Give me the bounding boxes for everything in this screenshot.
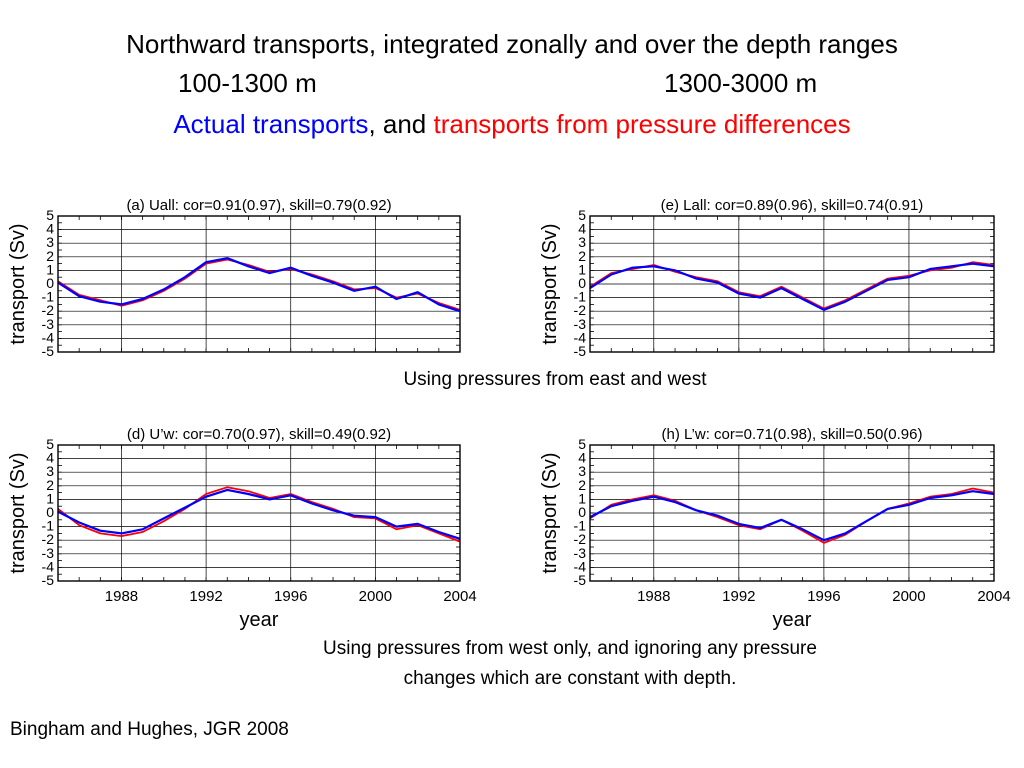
y-tick-label: -5 [42,343,55,359]
x-tick-label: 1988 [105,588,138,605]
y-axis-label: transport (Sv) [539,223,561,344]
y-tick-label: 1 [46,490,54,506]
series-line-blue [589,490,995,542]
legend-pressure-text: transports from pressure differences [433,109,851,139]
y-tick-label: 3 [46,234,54,250]
plot-frame [589,444,995,582]
y-tick-label: -1 [42,289,55,305]
y-tick-label: -5 [574,572,587,588]
y-axis-label: transport (Sv) [7,452,29,573]
y-tick-label: 4 [46,221,54,237]
caption-west-only: Using pressures from west only, and igno… [220,634,920,694]
panel-title: (h) L’w: cor=0.71(0.98), skill=0.50(0.96… [662,426,923,443]
y-tick-label: -5 [42,572,55,588]
x-tick-label: 2000 [892,588,925,605]
y-tick-label: -2 [42,531,55,547]
x-tick-label: 1992 [722,588,755,605]
caption-west-only-line2: changes which are constant with depth. [403,668,737,689]
x-tick-label: 1988 [637,588,670,605]
y-tick-label: -3 [574,316,587,332]
y-tick-label: 5 [578,436,586,452]
y-tick-label: -1 [574,518,587,534]
y-tick-label: -2 [574,531,587,547]
y-tick-label: -3 [42,316,55,332]
panel-title: (d) U’w: cor=0.70(0.97), skill=0.49(0.92… [127,426,391,443]
caption-east-west: Using pressures from east and west [403,369,707,390]
y-tick-label: 0 [46,275,54,291]
y-tick-label: 3 [578,234,586,250]
y-tick-label: 1 [578,261,586,277]
y-tick-label: -1 [574,289,587,305]
y-tick-label: -4 [42,329,55,345]
y-tick-label: 5 [578,207,586,223]
y-tick-label: -4 [574,329,587,345]
y-tick-label: -4 [42,558,55,574]
x-axis-label: year [240,609,279,631]
y-tick-label: 4 [46,450,54,466]
x-tick-label: 2004 [977,588,1010,605]
y-tick-label: -5 [574,343,587,359]
citation: Bingham and Hughes, JGR 2008 [10,719,289,740]
y-axis-label: transport (Sv) [7,223,29,344]
y-tick-label: 5 [46,207,54,223]
y-tick-label: 1 [46,261,54,277]
series-line-red [57,486,461,543]
y-tick-label: -2 [574,302,587,318]
x-tick-label: 2000 [359,588,392,605]
y-tick-label: 3 [46,463,54,479]
series-line-blue [57,257,461,313]
depth-range-upper: 100-1300 m [178,68,317,98]
series-line-red [57,258,461,311]
y-tick-label: 3 [578,463,586,479]
y-tick-label: 2 [46,248,54,264]
y-tick-label: 1 [578,490,586,506]
plot-frame [57,215,461,353]
y-tick-label: 2 [578,248,586,264]
x-tick-label: 1996 [274,588,307,605]
series-line-blue [57,488,461,540]
x-tick-label: 2004 [443,588,476,605]
y-tick-label: 0 [46,504,54,520]
y-axis-label: transport (Sv) [539,452,561,573]
x-axis-label: year [773,609,812,631]
legend-actual-text: Actual transports [173,109,369,139]
plot-frame [589,215,995,353]
plot-frame [57,444,461,582]
panel-title: (e) Lall: cor=0.89(0.96), skill=0.74(0.9… [661,197,924,214]
slide-title: Northward transports, integrated zonally… [126,29,898,59]
caption-west-only-line1: Using pressures from west only, and igno… [323,638,817,659]
depth-range-lower: 1300-3000 m [664,68,818,98]
y-tick-label: 0 [578,504,586,520]
color-legend-line: Actual transports, and transports from p… [0,108,1024,140]
series-line-blue [589,262,995,311]
x-tick-label: 1996 [807,588,840,605]
y-tick-label: 2 [578,477,586,493]
y-tick-label: -3 [42,545,55,561]
y-tick-label: 0 [578,275,586,291]
y-tick-label: -1 [42,518,55,534]
y-tick-label: 5 [46,436,54,452]
y-tick-label: 4 [578,450,586,466]
y-tick-label: -4 [574,558,587,574]
y-tick-label: 4 [578,221,586,237]
panel-title: (a) Uall: cor=0.91(0.97), skill=0.79(0.9… [126,197,391,214]
y-tick-label: -2 [42,302,55,318]
y-tick-label: -3 [574,545,587,561]
legend-separator: , and [368,109,434,139]
x-tick-label: 1992 [189,588,222,605]
y-tick-label: 2 [46,477,54,493]
